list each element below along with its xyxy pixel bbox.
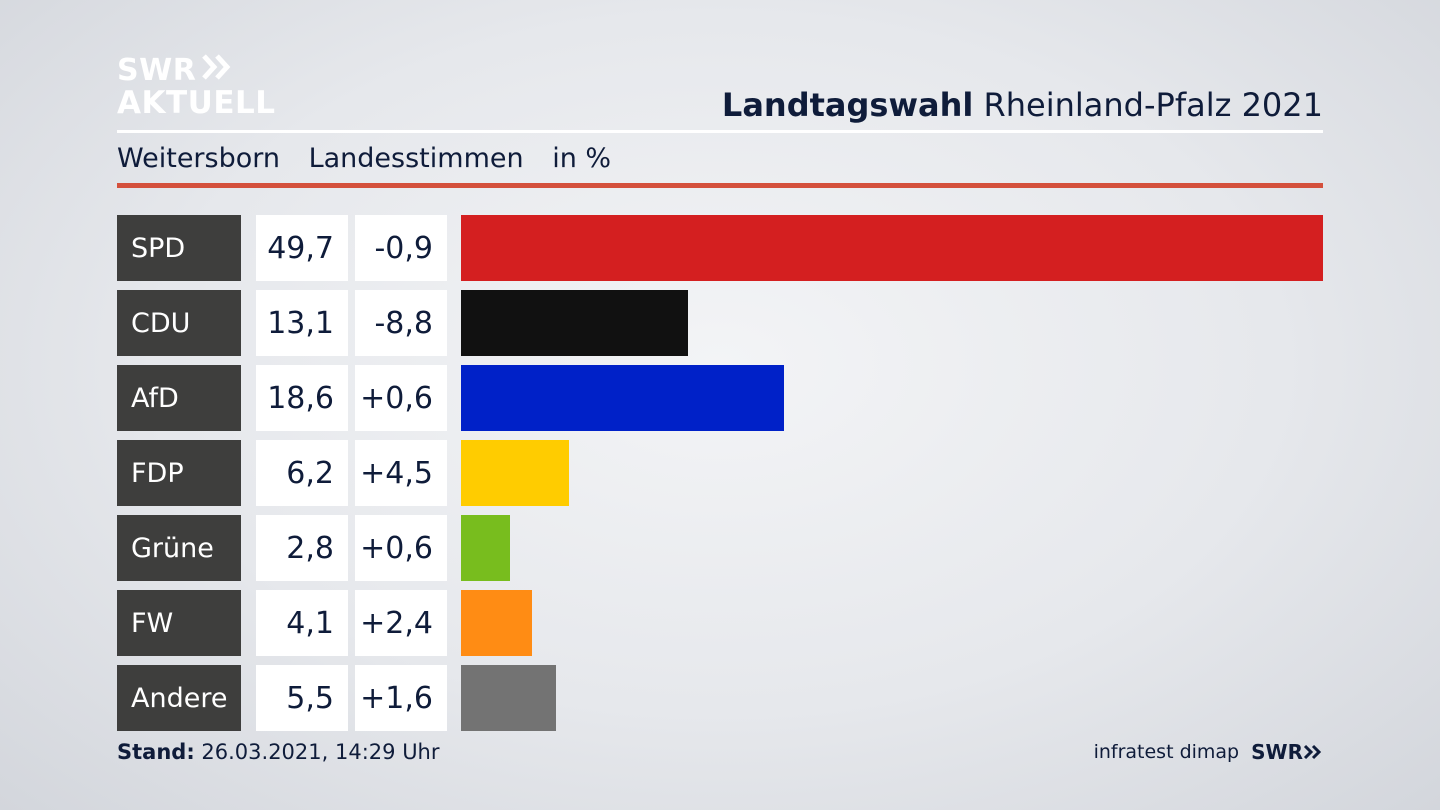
logo-line2: AKTUELL <box>117 85 276 121</box>
change-label: +1,6 <box>355 665 447 731</box>
change-label: +2,4 <box>355 590 447 656</box>
double-chevron-right-icon <box>202 54 232 87</box>
accent-divider <box>117 183 1323 188</box>
bar <box>461 515 510 581</box>
change-label: -0,9 <box>355 215 447 281</box>
bar <box>461 590 532 656</box>
value-label: 18,6 <box>256 365 348 431</box>
header-divider <box>117 130 1323 133</box>
source-credit: infratest dimap SWR <box>1094 740 1323 764</box>
party-label: AfD <box>117 365 241 431</box>
swr-aktuell-logo: SWR AKTUELL <box>117 54 276 119</box>
subheader: Weitersborn Landesstimmen in % <box>117 143 631 174</box>
value-label: 49,7 <box>256 215 348 281</box>
timestamp: Stand: 26.03.2021, 14:29 Uhr <box>117 740 440 764</box>
party-label: FDP <box>117 440 241 506</box>
party-label: Grüne <box>117 515 241 581</box>
place-name: Weitersborn <box>117 143 280 174</box>
vote-type: Landesstimmen <box>308 143 524 174</box>
unit-label: in % <box>552 143 612 174</box>
value-label: 13,1 <box>256 290 348 356</box>
change-label: -8,8 <box>355 290 447 356</box>
value-label: 2,8 <box>256 515 348 581</box>
party-label: FW <box>117 590 241 656</box>
party-label: CDU <box>117 290 241 356</box>
swr-footer-text: SWR <box>1251 740 1303 764</box>
source-label: infratest dimap <box>1093 741 1240 763</box>
value-label: 5,5 <box>256 665 348 731</box>
title-rest: Rheinland-Pfalz 2021 <box>983 86 1323 124</box>
party-label: Andere <box>117 665 241 731</box>
bar <box>461 665 556 731</box>
swr-footer-logo: SWR <box>1251 740 1323 764</box>
bar <box>461 365 784 431</box>
change-label: +0,6 <box>355 365 447 431</box>
change-label: +0,6 <box>355 515 447 581</box>
double-chevron-right-icon <box>1303 744 1322 760</box>
bar <box>461 215 1323 281</box>
page-title: Landtagswahl Rheinland-Pfalz 2021 <box>722 86 1323 124</box>
bar <box>461 290 688 356</box>
title-bold: Landtagswahl <box>721 86 974 124</box>
value-label: 4,1 <box>256 590 348 656</box>
bar <box>461 440 569 506</box>
party-label: SPD <box>117 215 241 281</box>
value-label: 6,2 <box>256 440 348 506</box>
stand-label: Stand: <box>117 740 195 764</box>
stand-value: 26.03.2021, 14:29 Uhr <box>201 740 440 764</box>
logo-line1: SWR <box>117 52 197 88</box>
change-label: +4,5 <box>355 440 447 506</box>
